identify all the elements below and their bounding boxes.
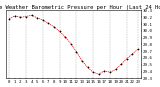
Title: Milwaukee Weather Barometric Pressure per Hour (Last 24 Hours): Milwaukee Weather Barometric Pressure pe… — [0, 5, 160, 10]
